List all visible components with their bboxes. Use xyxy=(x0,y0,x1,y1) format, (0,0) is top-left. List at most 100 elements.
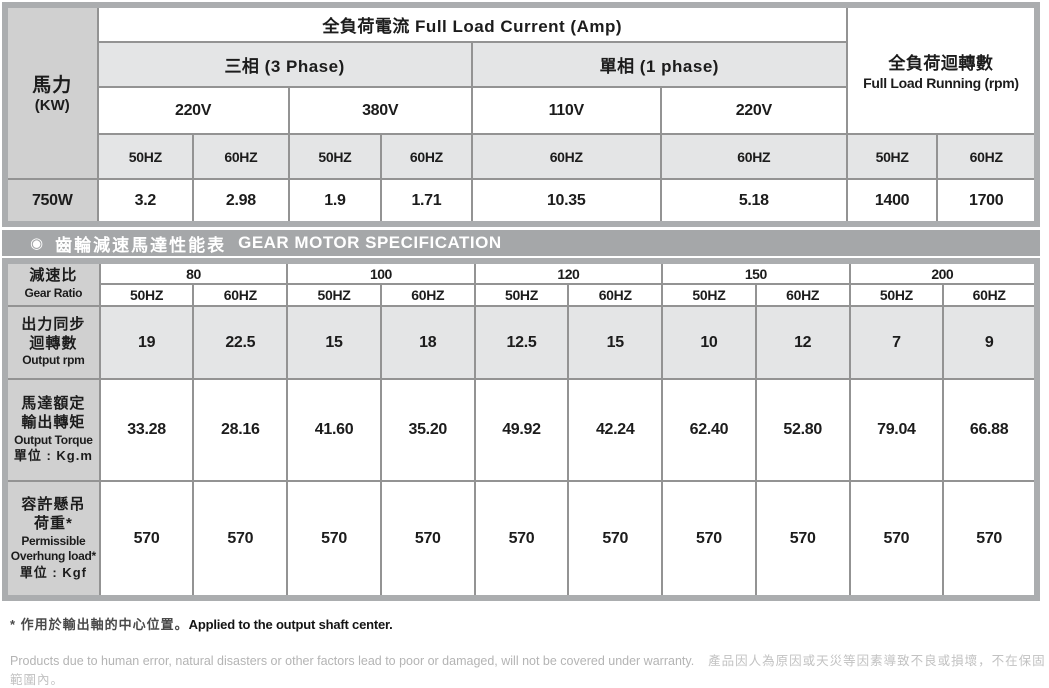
output-torque-cell: 62.40 xyxy=(661,378,757,482)
overhung-load-cell: 570 xyxy=(473,480,570,599)
full-load-running-en: Full Load Running (rpm) xyxy=(863,74,1019,91)
hz-header: 60HZ xyxy=(192,133,290,180)
overhung-load-cell: 570 xyxy=(98,480,195,599)
hz-header: 60HZ xyxy=(470,133,662,180)
footnote-en: Applied to the output shaft center. xyxy=(188,617,393,632)
footnote-zh: * 作用於輸出軸的中心位置。 xyxy=(10,617,189,632)
gear-motor-spec-table: 減速比 Gear Ratio 80 100 120 150 200 50HZ 6… xyxy=(2,258,1040,601)
hz-header: 60HZ xyxy=(380,133,473,180)
row-header-line: Overhung load* xyxy=(10,549,96,564)
hz-header: 50HZ xyxy=(287,133,383,180)
hz-header: 50HZ xyxy=(98,283,195,307)
hz-header: 50HZ xyxy=(473,283,570,307)
full-load-current-table: 馬力 (KW) 全負荷電流 Full Load Current (Amp) 全負… xyxy=(2,2,1040,227)
ratio-value-header: 80 xyxy=(98,260,289,285)
hz-header: 50HZ xyxy=(661,283,757,307)
output-rpm-cell: 19 xyxy=(98,305,195,380)
rpm-value-cell: 1700 xyxy=(936,178,1038,225)
overhung-load-header: 容許懸吊 荷重* Permissible Overhung load* 單位 :… xyxy=(4,480,101,599)
hz-header: 60HZ xyxy=(567,283,664,307)
current-value-cell: 10.35 xyxy=(470,178,662,225)
row-header-line: 單位 : Kg.m xyxy=(13,448,93,464)
full-load-running-header: 全負荷迴轉數 Full Load Running (rpm) xyxy=(845,4,1039,135)
full-load-current-header: 全負荷電流 Full Load Current (Amp) xyxy=(96,4,848,43)
hz-header: 50HZ xyxy=(848,283,945,307)
row-header-line: 出力同步 xyxy=(21,315,86,333)
hz-header: 60HZ xyxy=(192,283,289,307)
output-rpm-header: 出力同步 迴轉數 Output rpm xyxy=(4,305,101,380)
output-torque-cell: 49.92 xyxy=(473,378,570,482)
current-value-cell: 2.98 xyxy=(192,178,290,225)
current-value-cell: 5.18 xyxy=(659,178,848,225)
output-rpm-cell: 22.5 xyxy=(192,305,289,380)
output-rpm-cell: 15 xyxy=(286,305,382,380)
hz-header: 60HZ xyxy=(379,283,476,307)
voltage-header: 220V xyxy=(659,86,848,135)
voltage-header: 220V xyxy=(96,86,290,135)
overhung-load-cell: 570 xyxy=(567,480,664,599)
banner-title-zh: 齒輪減速馬達性能表 xyxy=(55,235,227,255)
row-header-line: 輸出轉矩 xyxy=(21,414,86,432)
disclaimer-en: Products due to human error, natural dis… xyxy=(10,654,695,668)
hz-header: 60HZ xyxy=(754,283,851,307)
row-header-line: 單位 : Kgf xyxy=(19,564,87,580)
footnote: * 作用於輸出軸的中心位置。Applied to the output shaf… xyxy=(10,614,1049,633)
output-torque-cell: 42.24 xyxy=(567,378,664,482)
output-torque-cell: 79.04 xyxy=(848,378,945,482)
power-header-zh: 馬力 xyxy=(32,75,73,97)
three-phase-header: 三相 (3 Phase) xyxy=(96,41,473,88)
row-header-line: Permissible xyxy=(21,533,86,548)
overhung-load-cell: 570 xyxy=(286,480,382,599)
section-banner: ◉ 齒輪減速馬達性能表 GEAR MOTOR SPECIFICATION xyxy=(2,230,1040,256)
overhung-load-cell: 570 xyxy=(379,480,476,599)
output-torque-cell: 41.60 xyxy=(286,378,382,482)
row-header-line: 迴轉數 xyxy=(29,334,78,352)
current-value-cell: 1.71 xyxy=(380,178,473,225)
ratio-value-header: 200 xyxy=(848,260,1039,285)
row-header-line: Output rpm xyxy=(22,353,85,368)
full-load-running-zh: 全負荷迴轉數 xyxy=(888,53,994,73)
output-torque-cell: 33.28 xyxy=(98,378,195,482)
row-header-line: 荷重* xyxy=(33,514,73,532)
hz-header: 50HZ xyxy=(845,133,939,180)
banner-title-en: GEAR MOTOR SPECIFICATION xyxy=(238,233,502,252)
output-torque-cell: 35.20 xyxy=(379,378,476,482)
hz-header: 60HZ xyxy=(659,133,848,180)
gear-ratio-en: Gear Ratio xyxy=(24,286,83,301)
voltage-header: 110V xyxy=(470,86,662,135)
row-header-line: 容許懸吊 xyxy=(21,496,86,514)
power-header-unit: (KW) xyxy=(34,97,70,115)
output-rpm-cell: 10 xyxy=(661,305,757,380)
single-phase-header: 單相 (1 phase) xyxy=(470,41,848,88)
hz-header: 60HZ xyxy=(942,283,1038,307)
output-rpm-cell: 15 xyxy=(567,305,664,380)
power-value-cell: 750W xyxy=(4,178,99,225)
power-column-header: 馬力 (KW) xyxy=(4,4,99,180)
output-torque-cell: 52.80 xyxy=(754,378,851,482)
hz-header: 60HZ xyxy=(936,133,1038,180)
output-rpm-cell: 12 xyxy=(754,305,851,380)
rpm-value-cell: 1400 xyxy=(845,178,939,225)
overhung-load-cell: 570 xyxy=(848,480,945,599)
overhung-load-cell: 570 xyxy=(192,480,289,599)
output-rpm-cell: 9 xyxy=(942,305,1038,380)
output-torque-row: 馬達額定 輸出轉矩 Output Torque 單位 : Kg.m 33.28 … xyxy=(4,378,1038,482)
hz-header: 50HZ xyxy=(286,283,382,307)
output-torque-cell: 66.88 xyxy=(942,378,1038,482)
current-values-row: 750W 3.2 2.98 1.9 1.71 10.35 5.18 1400 1… xyxy=(4,178,1038,225)
hz-header: 50HZ xyxy=(96,133,195,180)
output-rpm-cell: 7 xyxy=(848,305,945,380)
voltage-header: 380V xyxy=(287,86,473,135)
overhung-load-cell: 570 xyxy=(661,480,757,599)
row-header-line: Output Torque xyxy=(14,432,93,447)
output-rpm-cell: 18 xyxy=(379,305,476,380)
output-torque-header: 馬達額定 輸出轉矩 Output Torque 單位 : Kg.m xyxy=(4,378,101,482)
fisheye-bullet-icon: ◉ xyxy=(30,234,44,252)
ratio-value-header: 100 xyxy=(286,260,476,285)
overhung-load-row: 容許懸吊 荷重* Permissible Overhung load* 單位 :… xyxy=(4,480,1038,599)
current-value-cell: 1.9 xyxy=(287,178,383,225)
ratio-value-header: 120 xyxy=(473,260,664,285)
output-rpm-cell: 12.5 xyxy=(473,305,570,380)
gear-ratio-header: 減速比 Gear Ratio xyxy=(4,260,101,307)
